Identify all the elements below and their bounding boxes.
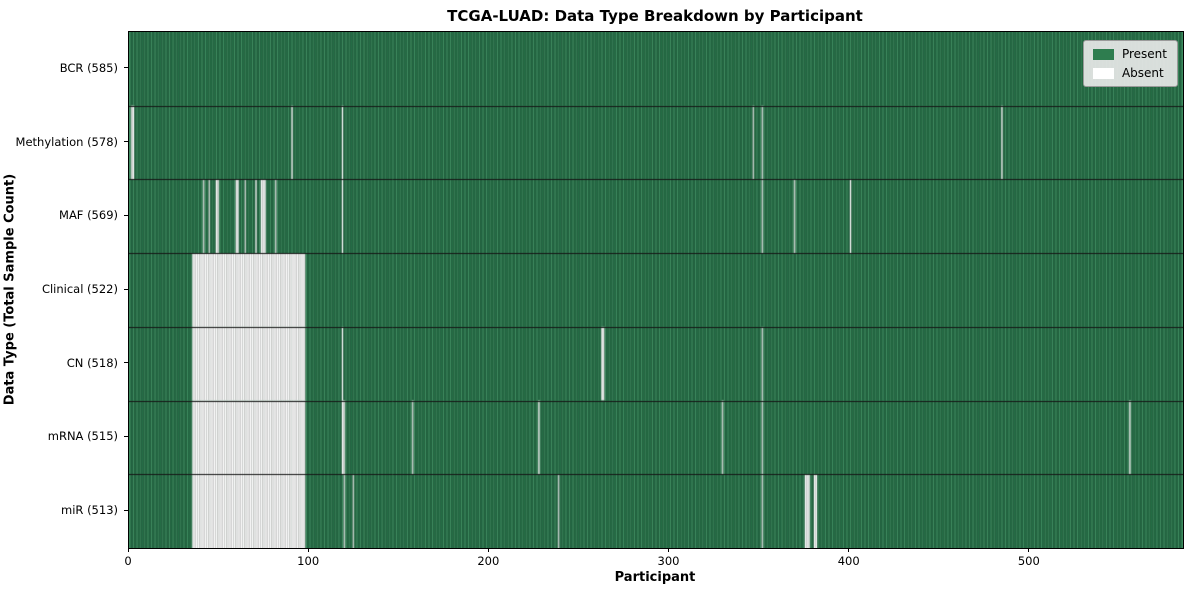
y-tick-mark	[124, 214, 128, 216]
x-axis-label: Participant	[614, 570, 696, 585]
x-tick-mark	[127, 548, 129, 553]
y-tick-mark	[124, 362, 128, 364]
present-swatch-icon	[1092, 48, 1114, 60]
legend-entry-present: Present	[1092, 47, 1167, 61]
y-tick-label: CN (518)	[66, 355, 118, 370]
heatmap-canvas	[129, 32, 1183, 548]
legend-entry-absent: Absent	[1092, 66, 1167, 80]
x-tick-label: 0	[124, 554, 132, 568]
legend: Present Absent	[1082, 40, 1178, 87]
y-tick-label: MAF (569)	[59, 208, 118, 223]
x-tick-label: 300	[657, 554, 680, 568]
legend-label-present: Present	[1121, 47, 1167, 61]
x-tick-label: 400	[837, 554, 860, 568]
x-tick-label: 100	[297, 554, 320, 568]
y-tick-label: Methylation (578)	[15, 134, 118, 149]
x-tick-mark	[1028, 548, 1030, 553]
x-tick-mark	[848, 548, 850, 553]
y-tick-mark	[124, 67, 128, 69]
x-tick-label: 200	[477, 554, 500, 568]
y-tick-mark	[124, 509, 128, 511]
x-tick-mark	[668, 548, 669, 553]
legend-label-absent: Absent	[1121, 66, 1164, 80]
y-tick-mark	[124, 435, 128, 437]
y-tick-label: Clinical (522)	[41, 282, 118, 296]
y-tick-label: mRNA (515)	[47, 429, 118, 444]
plot-area	[128, 31, 1184, 549]
x-tick-label: 500	[1017, 554, 1040, 568]
y-tick-mark	[124, 288, 128, 290]
y-tick-label: BCR (585)	[59, 60, 118, 75]
y-tick-mark	[124, 141, 128, 143]
chart-title: TCGA-LUAD: Data Type Breakdown by Partic…	[447, 7, 863, 25]
y-tick-label: miR (513)	[61, 503, 118, 518]
x-tick-mark	[487, 548, 489, 553]
absent-swatch-icon	[1092, 67, 1114, 79]
x-tick-mark	[307, 548, 309, 553]
